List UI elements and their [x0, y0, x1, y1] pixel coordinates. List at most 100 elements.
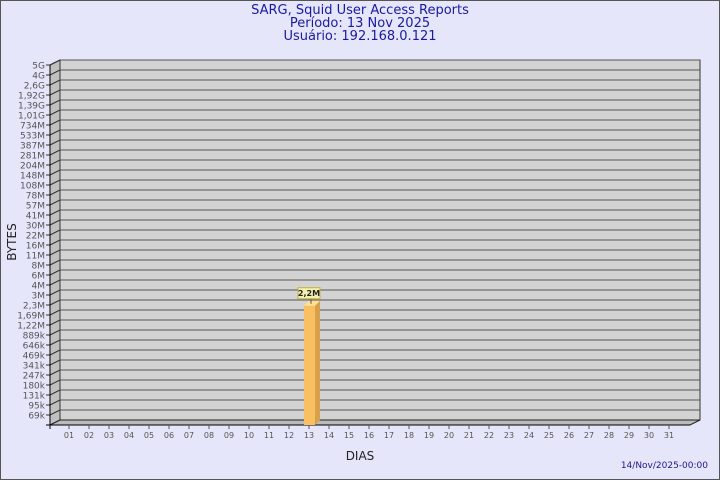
x-tick-label: 21 — [464, 431, 474, 440]
user-subtitle: Usuário: 192.168.0.121 — [283, 29, 437, 44]
gridline-slant — [49, 289, 61, 296]
y-tick-label: 646k — [23, 342, 46, 352]
x-tick-label: 01 — [64, 431, 74, 440]
x-tick-label: 17 — [384, 431, 394, 440]
gridline-slant — [49, 229, 61, 236]
y-tick-label: 30M — [26, 222, 45, 232]
y-tick-label: 1,01G — [18, 112, 45, 122]
y-tick-label: 108M — [20, 182, 45, 192]
y-tick-label: 78M — [26, 192, 45, 202]
x-tick-label: 11 — [264, 431, 274, 440]
y-tick-label: 5G — [32, 62, 45, 72]
period-subtitle: Período: 13 Nov 2025 — [289, 16, 431, 31]
y-tick-label: 734M — [20, 122, 45, 132]
gridline-slant — [49, 119, 61, 126]
y-tick-label: 889k — [23, 332, 46, 342]
x-tick-label: 07 — [184, 431, 194, 440]
x-tick-label: 05 — [144, 431, 154, 440]
x-tick-label: 28 — [604, 431, 614, 440]
x-tick-label: 14 — [324, 431, 334, 440]
gridline-slant — [49, 379, 61, 386]
gridline-slant — [49, 109, 61, 116]
gridline-slant — [49, 209, 61, 216]
y-tick-label: 69k — [28, 412, 45, 422]
bar-top — [304, 300, 320, 306]
y-tick-label: 387M — [20, 142, 45, 152]
gridline-slant — [49, 359, 61, 366]
y-tick-label: 1,39G — [18, 102, 45, 112]
bar-data-label: 2,2M — [298, 289, 320, 298]
y-tick-label: 281M — [20, 152, 45, 162]
x-tick-label: 20 — [444, 431, 454, 440]
x-tick-label: 31 — [664, 431, 674, 440]
y-tick-label: 57M — [26, 202, 45, 212]
x-tick-label: 15 — [344, 431, 354, 440]
y-axis-label: BYTES — [5, 223, 19, 260]
x-tick-label: 24 — [524, 431, 534, 440]
bar-side — [315, 300, 320, 425]
gridline-slant — [49, 329, 61, 336]
gridline-slant — [49, 279, 61, 286]
y-tick-label: 131k — [23, 392, 46, 402]
x-tick-label: 29 — [624, 431, 634, 440]
x-tick-label: 06 — [164, 431, 174, 440]
y-tick-label: 11M — [26, 252, 45, 262]
x-tick-label: 04 — [124, 431, 134, 440]
x-tick-label: 10 — [244, 431, 254, 440]
gridline-slant — [49, 89, 61, 96]
gridline-slant — [49, 409, 61, 416]
y-tick-label: 16M — [26, 242, 45, 252]
y-tick-label: 22M — [26, 232, 45, 242]
y-tick-label: 1,92G — [18, 92, 45, 102]
y-tick-label: 180k — [23, 382, 46, 392]
y-tick-label: 469k — [23, 352, 46, 362]
gridline-slant — [49, 389, 61, 396]
y-tick-label: 41M — [26, 212, 45, 222]
gridline-slant — [49, 189, 61, 196]
floor — [49, 419, 701, 426]
gridline-slant — [49, 159, 61, 166]
x-tick-label: 27 — [584, 431, 594, 440]
gridline-slant — [49, 99, 61, 106]
timestamp: 14/Nov/2025-00:00 — [620, 461, 708, 471]
gridline-slant — [49, 259, 61, 266]
x-tick-label: 26 — [564, 431, 574, 440]
gridline-slant — [49, 79, 61, 86]
gridline-slant — [49, 339, 61, 346]
x-tick-label: 16 — [364, 431, 374, 440]
x-tick-label: 25 — [544, 431, 554, 440]
gridline-slant — [49, 369, 61, 376]
x-tick-label: 02 — [84, 431, 94, 440]
gridline-slant — [49, 149, 61, 156]
gridline-slant — [49, 239, 61, 246]
y-tick-label: 1,22M — [17, 322, 45, 332]
y-tick-label: 148M — [20, 172, 45, 182]
bar-label-box — [297, 287, 321, 300]
y-tick-label: 2,3M — [23, 302, 45, 312]
gridline-slant — [49, 319, 61, 326]
x-tick-label: 23 — [504, 431, 514, 440]
x-tick-label: 19 — [424, 431, 434, 440]
gridline-slant — [49, 179, 61, 186]
x-tick-label: 09 — [224, 431, 234, 440]
gridline-slant — [49, 349, 61, 356]
x-tick-label: 13 — [304, 431, 314, 440]
y-tick-label: 3M — [32, 292, 46, 302]
y-tick-label: 6M — [32, 272, 46, 282]
x-tick-label: 30 — [644, 431, 654, 440]
gridline-slant — [49, 249, 61, 256]
gridline-slant — [49, 169, 61, 176]
chart-title: SARG, Squid User Access Reports — [251, 3, 469, 18]
gridline-slant — [49, 199, 61, 206]
y-tick-label: 8M — [32, 262, 46, 272]
gridline-slant — [49, 219, 61, 226]
gridline-slant — [49, 309, 61, 316]
x-tick-label: 22 — [484, 431, 494, 440]
y-tick-label: 247k — [23, 372, 46, 382]
gridline-slant — [49, 59, 61, 66]
y-tick-label: 4G — [32, 72, 45, 82]
gridline-slant — [49, 269, 61, 276]
gridline-slant — [49, 129, 61, 136]
y-tick-label: 4M — [32, 282, 46, 292]
